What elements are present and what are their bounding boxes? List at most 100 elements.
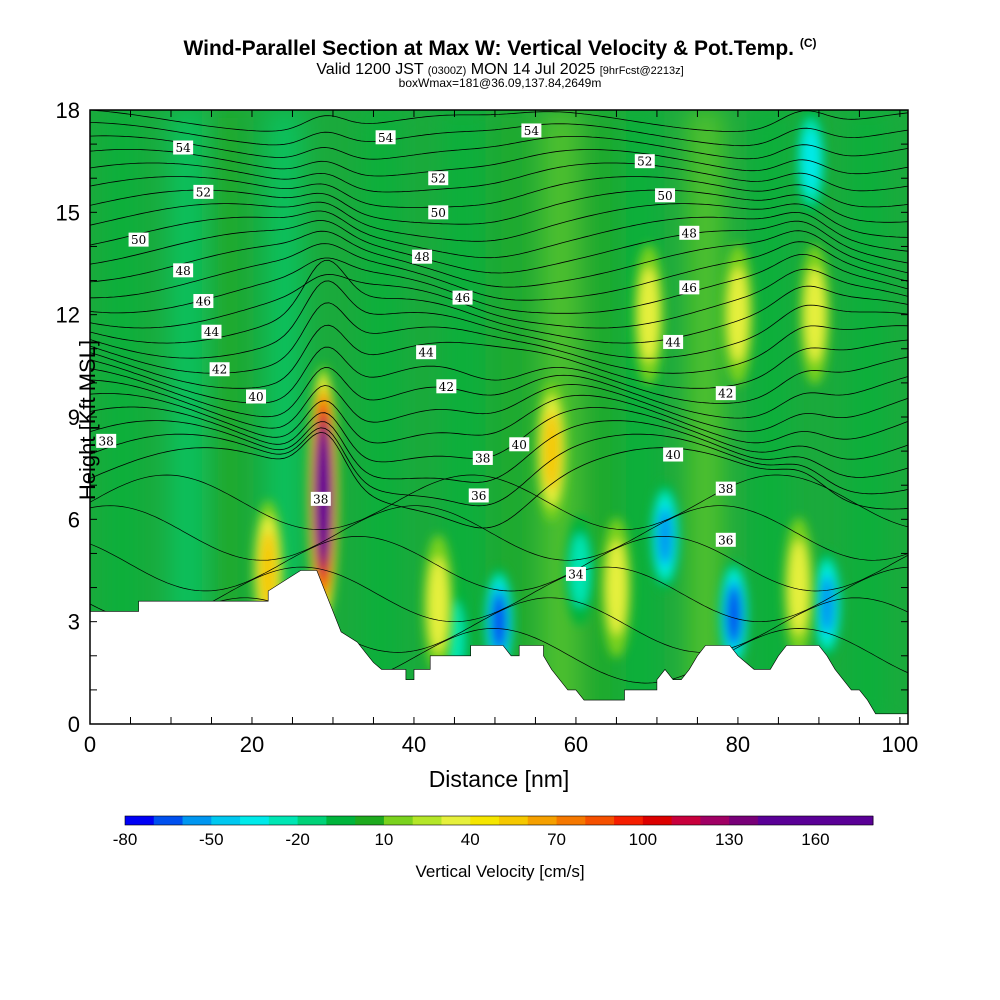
y-tick-label: 12 [56, 303, 80, 328]
contour-label: 42 [212, 363, 227, 377]
colorbar-swatch [527, 816, 558, 825]
colorbar-swatch [441, 816, 471, 825]
contour-label-box [428, 205, 449, 220]
contour-label-box [663, 334, 684, 349]
contour-label-box [679, 280, 700, 295]
contour-label-box [173, 140, 194, 155]
contour-label-box [634, 154, 655, 169]
field-band [849, 110, 886, 724]
theta-contours [90, 110, 908, 684]
updraft-cell [783, 517, 814, 658]
colorbar-swatch [700, 816, 730, 825]
y-tick-label: 6 [68, 507, 80, 532]
contour-label-box [209, 362, 230, 377]
contour-label-box [715, 532, 736, 547]
contour-label: 42 [718, 387, 733, 401]
contour-label-box [715, 481, 736, 496]
updraft-cell [423, 534, 454, 675]
y-tick-label: 9 [68, 405, 80, 430]
chart-subtitle: Valid 1200 JST (0300Z) MON 14 Jul 2025 [… [0, 61, 1000, 79]
theta-contour [90, 566, 908, 623]
contour-label: 52 [431, 172, 446, 186]
theta-contour [90, 420, 908, 483]
theta-contour [90, 379, 908, 432]
contour-label: 46 [196, 295, 211, 309]
x-tick-label: 20 [240, 732, 264, 757]
contour-label-box [509, 437, 530, 452]
theta-contour-labels: 54 54 54 52 52 52 50 50 50 48 48 48 46 46 46 44 44 44 42 42… [96, 123, 736, 581]
colorbar-swatch [729, 816, 759, 825]
contour-label: 48 [414, 250, 429, 264]
box-info: boxWmax=181@36.09,137.84,2649m [398, 76, 602, 90]
contour-label-box [412, 249, 433, 264]
theta-contour [90, 219, 908, 274]
theta-contour [90, 110, 908, 132]
theta-contour [90, 597, 908, 653]
contour-label-box [663, 447, 684, 462]
contour-label-box [173, 263, 194, 278]
contour-label: 38 [99, 434, 114, 448]
contour-label: 46 [682, 281, 697, 295]
colorbar-tick-label: 100 [629, 830, 657, 849]
contour-label: 38 [313, 492, 328, 506]
colorbar-tick-label: -80 [113, 830, 138, 849]
field-band [687, 110, 724, 724]
downdraft-cell [718, 559, 749, 670]
colorbar-swatch [642, 816, 673, 825]
contour-label-box [310, 491, 331, 506]
y-tick-label: 18 [56, 98, 80, 123]
colorbar-tick-label: 40 [461, 830, 480, 849]
theta-contour [90, 189, 908, 225]
contour-label: 46 [455, 291, 470, 305]
contour-label: 42 [439, 380, 454, 394]
theta-contour [90, 505, 908, 561]
theta-contour [90, 201, 908, 242]
colorbar-swatch [182, 816, 212, 825]
y-tick-label: 15 [56, 200, 80, 225]
contour-label: 48 [682, 226, 697, 240]
cell-level [543, 411, 560, 491]
cell-level [606, 540, 627, 635]
x-axis-label: Distance [nm] [428, 766, 570, 792]
x-tick-label: 80 [726, 732, 750, 757]
theta-contour [90, 268, 908, 329]
y-axis: 0 36 9 12 15 18 [56, 98, 908, 737]
theta-contour [90, 210, 908, 259]
colorbar-swatch [355, 816, 385, 825]
contour-label-box [416, 345, 437, 360]
colorbar-swatch [556, 816, 586, 825]
x-tick-label: 100 [882, 732, 919, 757]
valid-utc: (0300Z) [427, 65, 467, 77]
theta-contour [90, 259, 908, 344]
valid-prefix: Valid 1200 JST [316, 61, 424, 78]
colorbar-tick-label: 70 [547, 830, 566, 849]
valid-date: MON 14 Jul 2025 [470, 61, 596, 78]
theta-contour [90, 393, 908, 444]
updraft-cell [536, 381, 567, 522]
colorbar-swatch [757, 816, 788, 825]
forecast-info: [9hrFcst@2213z] [599, 65, 684, 77]
cell-level [804, 267, 825, 362]
updraft-cell [722, 244, 753, 385]
updraft-cell [799, 244, 830, 385]
colorbar-swatch [470, 816, 500, 825]
y-tick-label: 0 [68, 712, 80, 737]
contour-label-box [715, 386, 736, 401]
theta-contour [90, 241, 908, 301]
copyright-mark: (C) [799, 36, 817, 50]
cell-level [492, 595, 506, 649]
theta-contour [90, 406, 908, 463]
contour-label-box [128, 232, 149, 247]
colorbar-swatch [125, 816, 155, 825]
colorbar-swatch [268, 816, 299, 825]
colorbar-label: Vertical Velocity [cm/s] [415, 862, 585, 881]
contour-label: 52 [637, 155, 652, 169]
contour-label: 54 [175, 141, 191, 155]
contour-label-box [679, 225, 700, 240]
colorbar-swatch [153, 816, 184, 825]
theta-contour [90, 324, 908, 389]
velocity-field: 54 54 54 52 52 52 50 50 50 48 48 48 46 46 46 44 44 44 42 42… [90, 110, 908, 724]
contour-label: 36 [471, 489, 486, 503]
contour-label-box [193, 184, 214, 199]
